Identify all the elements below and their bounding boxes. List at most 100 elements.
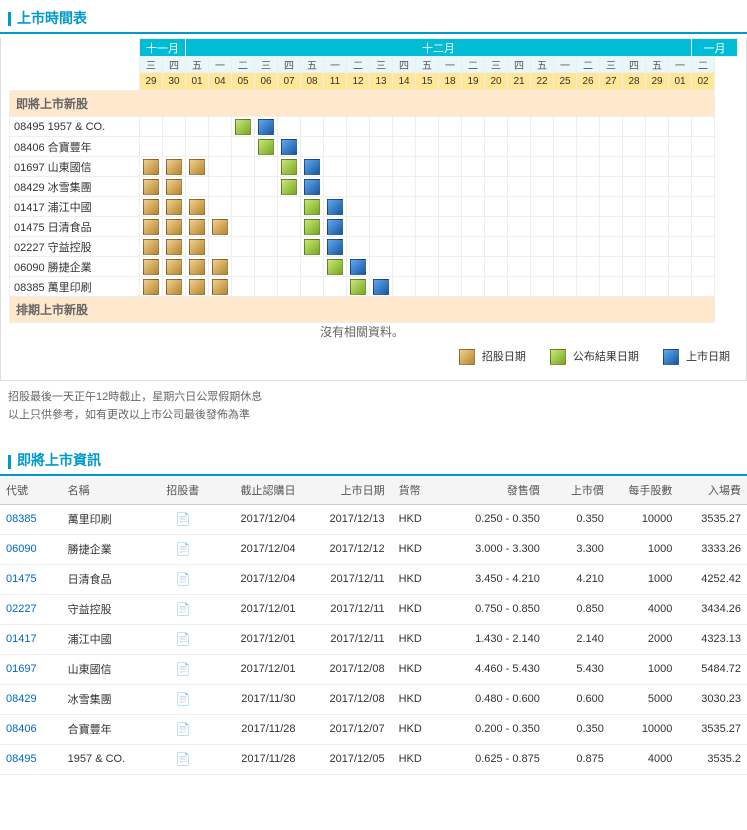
stock-code[interactable]: 01697 bbox=[0, 654, 62, 684]
info-column-header[interactable]: 代號 bbox=[0, 476, 62, 504]
stock-name[interactable]: 合寶豐年 bbox=[62, 714, 156, 744]
cutoff-date: 2017/12/01 bbox=[210, 624, 301, 654]
stock-label[interactable]: 08429 冰雪集團 bbox=[10, 177, 140, 197]
date-header: 21 bbox=[508, 73, 531, 91]
lot-size: 2000 bbox=[610, 624, 679, 654]
document-icon[interactable] bbox=[176, 722, 190, 736]
info-column-header[interactable]: 截止認購日 bbox=[210, 476, 301, 504]
date-header: 14 bbox=[393, 73, 416, 91]
dow-header: 五 bbox=[646, 57, 669, 73]
listing-date: 2017/12/05 bbox=[302, 744, 391, 774]
stock-code[interactable]: 02227 bbox=[0, 594, 62, 624]
stock-name[interactable]: 1957 & CO. bbox=[62, 744, 156, 774]
document-icon[interactable] bbox=[176, 512, 190, 526]
timeline-marker-sub bbox=[166, 159, 182, 175]
dow-header: 三 bbox=[600, 57, 623, 73]
info-column-header[interactable]: 貨幣 bbox=[391, 476, 439, 504]
price-range: 0.750 - 0.850 bbox=[439, 594, 546, 624]
timeline-marker-sub bbox=[189, 219, 205, 235]
prospectus-link[interactable] bbox=[155, 564, 210, 594]
stock-code[interactable]: 01417 bbox=[0, 624, 62, 654]
info-column-header[interactable]: 招股書 bbox=[155, 476, 210, 504]
prospectus-link[interactable] bbox=[155, 504, 210, 534]
table-row: 01475日清食品2017/12/042017/12/11HKD3.450 - … bbox=[0, 564, 747, 594]
document-icon[interactable] bbox=[176, 662, 190, 676]
dow-header: 二 bbox=[692, 57, 715, 73]
info-column-header[interactable]: 名稱 bbox=[62, 476, 156, 504]
date-header: 27 bbox=[600, 73, 623, 91]
listing-price: 3.300 bbox=[546, 534, 610, 564]
currency: HKD bbox=[391, 504, 439, 534]
stock-code[interactable]: 08406 bbox=[0, 714, 62, 744]
lot-size: 4000 bbox=[610, 594, 679, 624]
date-header: 05 bbox=[232, 73, 255, 91]
timeline-stock-row: 06090 勝捷企業 bbox=[10, 257, 738, 277]
document-icon[interactable] bbox=[176, 632, 190, 646]
entry-fee: 4323.13 bbox=[678, 624, 747, 654]
listing-price: 0.350 bbox=[546, 504, 610, 534]
date-header: 29 bbox=[646, 73, 669, 91]
stock-label[interactable]: 02227 守益控股 bbox=[10, 237, 140, 257]
date-header: 28 bbox=[623, 73, 646, 91]
prospectus-link[interactable] bbox=[155, 624, 210, 654]
stock-label[interactable]: 06090 勝捷企業 bbox=[10, 257, 140, 277]
stock-name[interactable]: 冰雪集團 bbox=[62, 684, 156, 714]
document-icon[interactable] bbox=[176, 752, 190, 766]
stock-label[interactable]: 01417 浦江中國 bbox=[10, 197, 140, 217]
stock-code[interactable]: 06090 bbox=[0, 534, 62, 564]
listing-price: 0.875 bbox=[546, 744, 610, 774]
prospectus-link[interactable] bbox=[155, 654, 210, 684]
note-line: 招股最後一天正午12時截止，星期六日公眾假期休息 bbox=[8, 389, 739, 407]
lot-size: 1000 bbox=[610, 564, 679, 594]
document-icon[interactable] bbox=[176, 602, 190, 616]
date-header: 06 bbox=[255, 73, 278, 91]
prospectus-link[interactable] bbox=[155, 594, 210, 624]
listing-date: 2017/12/07 bbox=[302, 714, 391, 744]
dow-header: 三 bbox=[485, 57, 508, 73]
info-column-header[interactable]: 上市價 bbox=[546, 476, 610, 504]
stock-name[interactable]: 守益控股 bbox=[62, 594, 156, 624]
prospectus-link[interactable] bbox=[155, 714, 210, 744]
stock-label[interactable]: 08385 萬里印刷 bbox=[10, 277, 140, 297]
prospectus-link[interactable] bbox=[155, 684, 210, 714]
dow-header: 二 bbox=[347, 57, 370, 73]
stock-label[interactable]: 01697 山東國信 bbox=[10, 157, 140, 177]
price-range: 0.250 - 0.350 bbox=[439, 504, 546, 534]
stock-name[interactable]: 萬里印刷 bbox=[62, 504, 156, 534]
listing-date: 2017/12/11 bbox=[302, 624, 391, 654]
currency: HKD bbox=[391, 654, 439, 684]
stock-label[interactable]: 01475 日清食品 bbox=[10, 217, 140, 237]
info-column-header[interactable]: 每手股數 bbox=[610, 476, 679, 504]
prospectus-link[interactable] bbox=[155, 534, 210, 564]
prospectus-link[interactable] bbox=[155, 744, 210, 774]
date-header: 18 bbox=[439, 73, 462, 91]
cutoff-date: 2017/12/01 bbox=[210, 594, 301, 624]
stock-label[interactable]: 08406 合寶豐年 bbox=[10, 137, 140, 157]
info-column-header[interactable]: 發售價 bbox=[439, 476, 546, 504]
stock-name[interactable]: 日清食品 bbox=[62, 564, 156, 594]
cutoff-date: 2017/12/04 bbox=[210, 534, 301, 564]
table-row: 084951957 & CO.2017/11/282017/12/05HKD0.… bbox=[0, 744, 747, 774]
info-column-header[interactable]: 入場費 bbox=[678, 476, 747, 504]
stock-name[interactable]: 山東國信 bbox=[62, 654, 156, 684]
stock-code[interactable]: 08429 bbox=[0, 684, 62, 714]
stock-name[interactable]: 勝捷企業 bbox=[62, 534, 156, 564]
stock-label[interactable]: 08495 1957 & CO. bbox=[10, 117, 140, 137]
listing-date: 2017/12/12 bbox=[302, 534, 391, 564]
document-icon[interactable] bbox=[176, 692, 190, 706]
date-header: 26 bbox=[577, 73, 600, 91]
info-section-title: 即將上市資訊 bbox=[0, 442, 747, 476]
stock-code[interactable]: 01475 bbox=[0, 564, 62, 594]
currency: HKD bbox=[391, 624, 439, 654]
timeline-marker-sub bbox=[189, 199, 205, 215]
category-row: 即將上市新股 bbox=[10, 91, 715, 117]
dow-header: 五 bbox=[416, 57, 439, 73]
stock-code[interactable]: 08385 bbox=[0, 504, 62, 534]
entry-fee: 3535.27 bbox=[678, 714, 747, 744]
stock-code[interactable]: 08495 bbox=[0, 744, 62, 774]
info-column-header[interactable]: 上市日期 bbox=[302, 476, 391, 504]
document-icon[interactable] bbox=[176, 542, 190, 556]
stock-name[interactable]: 浦江中國 bbox=[62, 624, 156, 654]
document-icon[interactable] bbox=[176, 572, 190, 586]
timeline-marker-sub bbox=[212, 219, 228, 235]
